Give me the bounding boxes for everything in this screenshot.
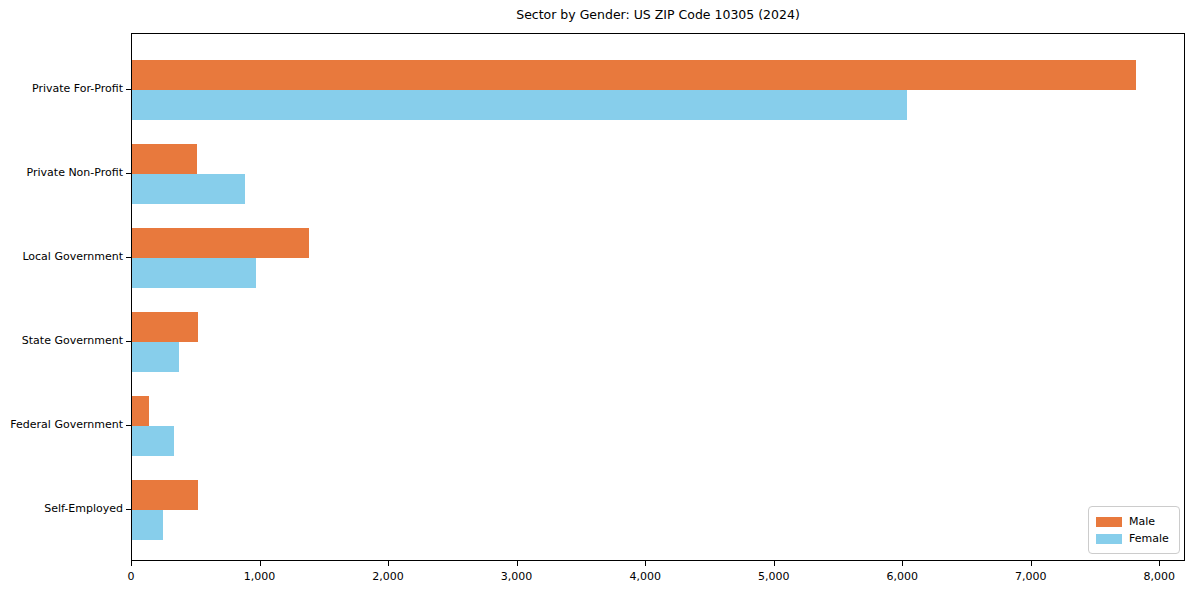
y-tick-label: Private Non-Profit	[0, 167, 123, 178]
y-tick-label: Private For-Profit	[0, 83, 123, 94]
plot-area: Male Female	[131, 33, 1185, 561]
bar-male-state-government	[132, 312, 198, 342]
y-tick-mark	[126, 341, 131, 342]
y-tick-mark	[126, 509, 131, 510]
bar-male-self-employed	[132, 480, 198, 510]
bar-male-local-government	[132, 228, 309, 258]
legend-label-male: Male	[1129, 516, 1155, 527]
legend-entry-male: Male	[1096, 513, 1171, 530]
x-tick-mark	[131, 561, 132, 566]
x-tick-mark	[645, 561, 646, 566]
x-tick-label: 4,000	[615, 570, 675, 583]
female-swatch-icon	[1096, 534, 1122, 544]
bar-female-private-for-profit	[132, 90, 907, 120]
x-tick-mark	[517, 561, 518, 566]
bar-male-private-non-profit	[132, 144, 197, 174]
x-tick-mark	[260, 561, 261, 566]
y-tick-label: State Government	[0, 335, 123, 346]
y-tick-label: Self-Employed	[0, 503, 123, 514]
legend-entry-female: Female	[1096, 530, 1171, 547]
x-tick-mark	[902, 561, 903, 566]
x-tick-label: 3,000	[487, 570, 547, 583]
figure: Sector by Gender: US ZIP Code 10305 (202…	[0, 0, 1200, 600]
y-tick-mark	[126, 89, 131, 90]
x-tick-label: 1,000	[230, 570, 290, 583]
x-tick-label: 8,000	[1129, 570, 1189, 583]
x-tick-label: 7,000	[1001, 570, 1061, 583]
bar-female-local-government	[132, 258, 256, 288]
x-tick-label: 0	[101, 570, 161, 583]
bar-female-private-non-profit	[132, 174, 245, 204]
bar-male-private-for-profit	[132, 60, 1136, 90]
x-tick-mark	[774, 561, 775, 566]
x-tick-mark	[1031, 561, 1032, 566]
y-tick-mark	[126, 425, 131, 426]
x-tick-label: 6,000	[872, 570, 932, 583]
x-tick-label: 5,000	[744, 570, 804, 583]
bar-female-state-government	[132, 342, 179, 372]
y-tick-label: Federal Government	[0, 419, 123, 430]
x-tick-mark	[1159, 561, 1160, 566]
y-tick-label: Local Government	[0, 251, 123, 262]
y-tick-mark	[126, 257, 131, 258]
bar-male-federal-government	[132, 396, 149, 426]
legend-label-female: Female	[1129, 533, 1169, 544]
bar-female-federal-government	[132, 426, 174, 456]
male-swatch-icon	[1096, 517, 1122, 527]
legend: Male Female	[1088, 506, 1180, 554]
x-tick-mark	[388, 561, 389, 566]
x-tick-label: 2,000	[358, 570, 418, 583]
bar-female-self-employed	[132, 510, 163, 540]
chart-title: Sector by Gender: US ZIP Code 10305 (202…	[131, 7, 1185, 22]
y-tick-mark	[126, 173, 131, 174]
